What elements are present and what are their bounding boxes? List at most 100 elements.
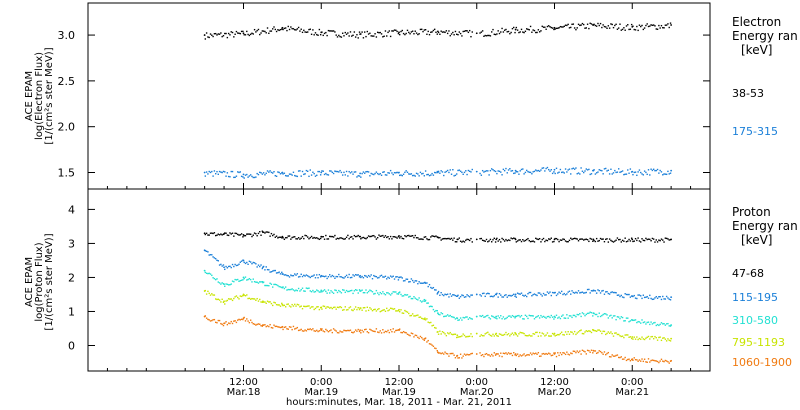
scatter-mark <box>466 238 468 241</box>
scatter-mark <box>554 335 556 337</box>
scatter-mark <box>487 170 489 172</box>
scatter-mark <box>520 240 523 243</box>
scatter-mark <box>205 293 208 295</box>
scatter-mark <box>432 235 435 237</box>
scatter-mark <box>571 316 573 319</box>
scatter-mark <box>274 236 276 238</box>
scatter-mark <box>470 171 472 173</box>
scatter-mark <box>370 329 372 331</box>
scatter-mark <box>616 237 619 239</box>
scatter-mark <box>594 24 597 27</box>
scatter-mark <box>444 293 446 296</box>
scatter-mark <box>641 336 643 338</box>
scatter-mark <box>399 310 401 313</box>
proton-ylabel-line3: [1/(cm²s ster MeV)] <box>44 233 55 330</box>
scatter-mark <box>432 286 435 289</box>
scatter-mark <box>492 28 494 31</box>
scatter-mark <box>237 296 239 299</box>
scatter-mark <box>396 276 398 278</box>
scatter-mark <box>433 171 436 174</box>
scatter-mark <box>264 232 266 234</box>
scatter-mark <box>467 354 470 356</box>
scatter-mark <box>573 168 576 170</box>
scatter-mark <box>636 321 638 324</box>
scatter-mark <box>619 335 621 337</box>
scatter-mark <box>216 298 218 301</box>
scatter-mark <box>326 34 328 37</box>
scatter-mark <box>371 35 374 37</box>
scatter-mark <box>642 174 645 176</box>
data-point <box>320 289 323 292</box>
scatter-mark <box>349 290 352 292</box>
scatter-mark <box>655 337 657 339</box>
scatter-mark <box>340 237 343 239</box>
scatter-mark <box>220 301 222 303</box>
scatter-mark <box>551 27 554 29</box>
scatter-mark <box>551 172 554 175</box>
scatter-mark <box>392 328 394 330</box>
scatter-mark <box>531 315 533 317</box>
scatter-mark <box>231 299 234 302</box>
scatter-mark <box>406 278 409 280</box>
scatter-mark <box>650 321 652 323</box>
scatter-mark <box>414 280 416 282</box>
scatter-mark <box>627 358 629 361</box>
scatter-mark <box>304 329 306 331</box>
scatter-mark <box>246 318 248 320</box>
scatter-mark <box>550 354 553 357</box>
scatter-mark <box>481 169 484 172</box>
scatter-mark <box>367 274 370 277</box>
scatter-mark <box>489 295 492 298</box>
scatter-mark <box>317 170 319 173</box>
legend-entry: 795-1193 <box>732 336 785 349</box>
scatter-mark <box>558 27 560 29</box>
scatter-mark <box>586 238 589 241</box>
scatter-mark <box>291 236 293 239</box>
scatter-mark <box>458 297 461 299</box>
scatter-mark <box>503 352 506 355</box>
scatter-mark <box>301 275 304 278</box>
scatter-mark <box>562 238 564 240</box>
scatter-mark <box>380 33 383 35</box>
scatter-mark <box>628 358 630 360</box>
scatter-mark <box>222 170 225 173</box>
scatter-mark <box>583 239 585 241</box>
scatter-mark <box>537 29 540 31</box>
scatter-mark <box>397 235 400 238</box>
scatter-mark <box>364 237 366 239</box>
scatter-mark <box>262 281 265 283</box>
scatter-mark <box>640 360 642 362</box>
scatter-mark <box>406 234 409 237</box>
scatter-mark <box>647 358 650 360</box>
data-point <box>514 293 517 296</box>
scatter-mark <box>620 316 622 318</box>
scatter-mark <box>544 170 546 172</box>
scatter-mark <box>418 281 420 283</box>
scatter-mark <box>349 172 352 174</box>
scatter-mark <box>667 170 669 173</box>
scatter-mark <box>668 26 670 29</box>
data-point <box>203 269 206 272</box>
scatter-mark <box>457 238 459 241</box>
scatter-mark <box>647 169 650 171</box>
scatter-mark <box>331 171 334 174</box>
proton-legend-title-2: Energy ran <box>732 219 798 233</box>
scatter-mark <box>422 318 424 320</box>
scatter-mark <box>481 292 484 295</box>
scatter-mark <box>439 236 441 239</box>
scatter-mark <box>440 352 442 355</box>
scatter-mark <box>316 306 318 308</box>
scatter-mark <box>487 314 489 317</box>
scatter-mark <box>553 171 555 173</box>
scatter-mark <box>212 277 214 279</box>
scatter-mark <box>249 278 252 281</box>
scatter-mark <box>588 288 590 291</box>
scatter-mark <box>369 307 371 309</box>
scatter-mark <box>502 168 505 171</box>
scatter-mark <box>624 173 626 175</box>
scatter-mark <box>641 319 643 321</box>
scatter-mark <box>316 174 318 177</box>
scatter-mark <box>480 237 483 240</box>
scatter-mark <box>366 292 369 294</box>
scatter-mark <box>437 352 440 354</box>
